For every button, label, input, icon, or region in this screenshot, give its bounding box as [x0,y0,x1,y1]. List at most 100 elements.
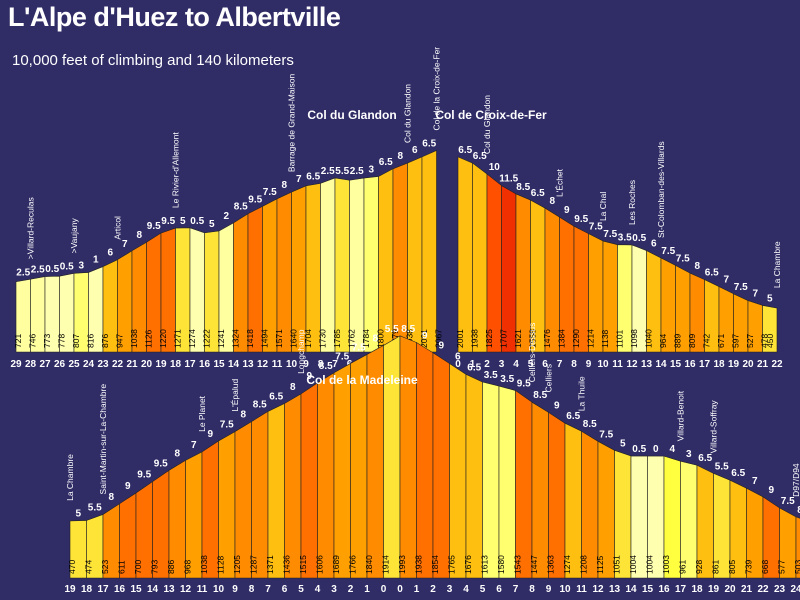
km-label: 15 [213,359,225,370]
grade-label: 0.5 [190,216,204,227]
town-label: Col de la Croix-de-Fer [432,47,442,131]
km-label: 11 [197,584,208,595]
town-label: Les Roches [627,180,637,225]
elevation-label: 1689 [331,555,341,574]
grade-label: 8 [240,410,246,421]
grade-label: 9 [554,400,560,411]
town-label: L'Échet [555,168,565,197]
grade-label: 9.5 [248,194,262,205]
grade-label: 7.5 [599,429,613,440]
elevation-label: 1128 [216,555,226,574]
km-label: 13 [609,584,621,595]
grade-label: 6.5 [458,145,472,156]
km-label: 10 [213,584,225,595]
profile-segment [498,385,516,579]
elevation-label: 739 [744,560,754,574]
grade-label: 7 [752,476,758,487]
grade-label: 8 [174,448,180,459]
km-label: 13 [242,359,254,370]
elevation-label: 778 [57,334,67,348]
elevation-label: 1003 [661,555,671,574]
elevation-label: 1290 [571,329,581,348]
profile-segment [267,403,285,579]
elevation-label: 1640 [289,329,299,348]
km-label: 13 [641,359,653,370]
grade-label: 8 [549,196,555,207]
km-label: 19 [728,359,740,370]
km-label: 11 [272,359,283,370]
grade-label: 6 [455,352,461,363]
elevation-label: 527 [745,334,755,348]
grade-label: 7.5 [589,222,603,233]
town-label: Le Planet [197,395,207,432]
grade-label: 6.5 [531,188,545,199]
km-label: 5 [298,584,304,595]
elevation-label: 1271 [173,329,183,348]
elevation-label: 2001 [419,329,429,348]
grade-label: 2.5 [350,166,364,177]
town-label: >Vaujany [69,218,79,254]
elevation-label: 2067 [434,329,444,348]
grade-label: 7.5 [603,229,617,240]
km-label: 9 [586,359,592,370]
km-label: 22 [771,359,783,370]
elevation-label: 671 [716,334,726,348]
km-label: 4 [463,584,469,595]
elevation-label: 1879 [390,329,400,348]
km-label: 7 [557,359,563,370]
km-label: 9 [546,584,552,595]
grade-label: 5.5 [715,461,729,472]
elevation-label: 876 [100,334,110,348]
elevation-label: 947 [115,334,125,348]
profile-segment [795,516,800,579]
km-label: 3 [499,359,505,370]
elevation-label: 805 [727,560,737,574]
km-label: 26 [54,359,66,370]
town-label: St-Colomban-des-Villards [656,141,666,238]
grade-label: 8.5 [401,324,415,335]
km-label: 10 [597,359,609,370]
grade-label: 9.5 [154,458,168,469]
km-label: 16 [114,584,126,595]
km-label: 18 [713,359,725,370]
km-label: 18 [170,359,182,370]
km-label: 21 [126,359,138,370]
km-label: 19 [155,359,167,370]
grade-label: 5 [209,219,215,230]
km-label: 18 [691,584,703,595]
grade-label: 0.5 [632,444,646,455]
profile-segment [432,352,450,579]
km-label: 10 [559,584,571,595]
elevation-label: 886 [166,560,176,574]
km-label: 24 [790,584,800,595]
town-label: Celliers-Dessus [527,323,537,383]
grade-label: 8 [397,151,403,162]
elevation-label: 1418 [245,329,255,348]
elevation-label: 793 [150,560,160,574]
grade-label: 2 [223,211,229,222]
km-label: 5 [528,359,534,370]
grade-label: 6.5 [467,362,481,373]
grade-label: 6 [107,248,113,259]
elevation-label: 1558 [528,329,538,348]
grade-label: 10 [489,162,501,173]
town-label: La Chambre [772,241,782,288]
km-label: 25 [68,359,80,370]
km-label: 20 [724,584,736,595]
grade-label: 6.5 [698,453,712,464]
profile-segment [234,421,252,579]
grade-label: 6 [412,145,418,156]
elevation-label: 1515 [298,555,308,574]
grade-label: 5 [75,508,81,519]
town-label: Saint-Martin-sur-La-Chambre [98,384,108,495]
grade-label: 7 [296,174,302,185]
town-label: Barrage de Grand-Maison [287,74,297,173]
grade-label: 9 [125,481,131,492]
elevation-label: 1766 [348,555,358,574]
town-label: Longchamp [296,329,306,374]
km-label: 9 [232,584,238,595]
grade-label: 9 [768,485,774,496]
profile-segment [472,162,488,353]
km-label: 8 [529,584,535,595]
